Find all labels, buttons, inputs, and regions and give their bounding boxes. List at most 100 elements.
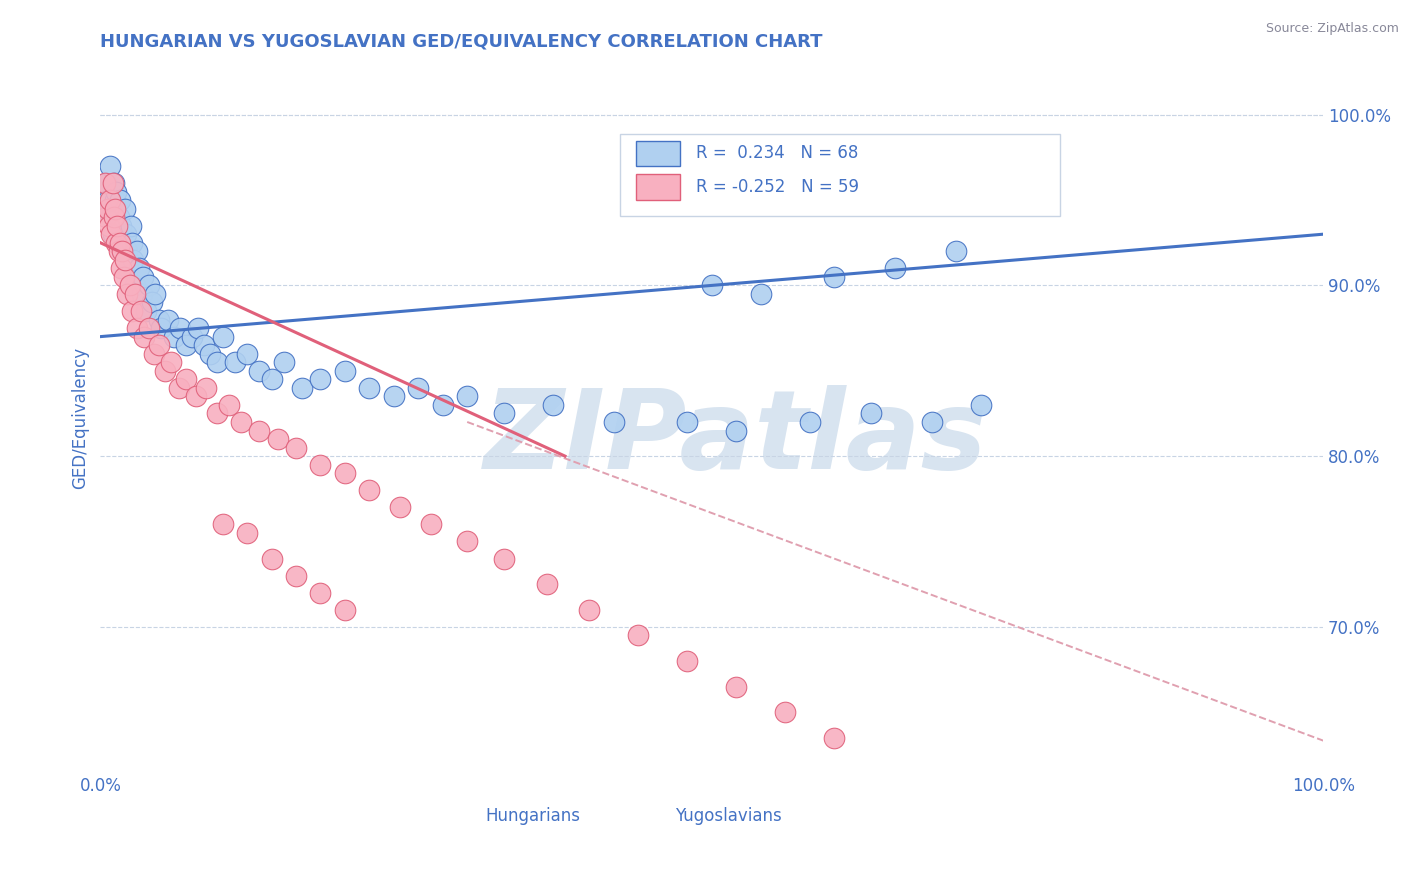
Point	[135, 304, 157, 318]
Point	[115, 227, 138, 242]
Point	[700, 278, 723, 293]
Point	[247, 424, 270, 438]
Point	[105, 185, 128, 199]
Text: Source: ZipAtlas.com: Source: ZipAtlas.com	[1265, 22, 1399, 36]
Text: Yugoslavians: Yugoslavians	[675, 807, 782, 825]
Point	[100, 210, 122, 224]
Point	[193, 338, 215, 352]
Point	[333, 364, 356, 378]
Point	[103, 210, 125, 224]
Point	[169, 321, 191, 335]
Point	[138, 278, 160, 293]
Point	[603, 415, 626, 429]
Point	[94, 176, 117, 190]
Point	[117, 261, 139, 276]
Point	[98, 193, 121, 207]
Point	[676, 654, 699, 668]
Point	[627, 628, 650, 642]
Point	[541, 398, 564, 412]
Point	[122, 252, 145, 267]
Point	[260, 372, 283, 386]
FancyBboxPatch shape	[620, 135, 1060, 216]
Y-axis label: GED/Equivalency: GED/Equivalency	[72, 347, 89, 489]
Text: R =  0.234   N = 68: R = 0.234 N = 68	[696, 145, 858, 162]
Point	[117, 287, 139, 301]
Point	[823, 269, 845, 284]
Point	[156, 312, 179, 326]
Point	[97, 193, 120, 207]
Point	[96, 210, 118, 224]
Point	[725, 424, 748, 438]
FancyBboxPatch shape	[447, 805, 477, 826]
Point	[205, 355, 228, 369]
Point	[100, 227, 122, 242]
Point	[128, 261, 150, 276]
Point	[148, 312, 170, 326]
Point	[145, 287, 167, 301]
Point	[138, 321, 160, 335]
Point	[291, 381, 314, 395]
Point	[111, 244, 134, 259]
Point	[121, 235, 143, 250]
Point	[107, 219, 129, 233]
Point	[104, 193, 127, 207]
Point	[578, 603, 600, 617]
Point	[536, 577, 558, 591]
Point	[108, 193, 131, 207]
Point	[309, 372, 332, 386]
Point	[799, 415, 821, 429]
FancyBboxPatch shape	[636, 174, 681, 200]
Point	[676, 415, 699, 429]
Point	[884, 261, 907, 276]
Point	[141, 295, 163, 310]
Point	[174, 338, 197, 352]
Point	[143, 347, 166, 361]
Point	[456, 534, 478, 549]
Point	[184, 389, 207, 403]
Point	[131, 287, 153, 301]
Text: ZIPatlas: ZIPatlas	[484, 385, 988, 492]
Point	[118, 278, 141, 293]
Point	[211, 329, 233, 343]
Point	[97, 202, 120, 216]
Point	[456, 389, 478, 403]
Point	[823, 731, 845, 745]
Point	[211, 517, 233, 532]
Point	[260, 551, 283, 566]
Point	[110, 219, 132, 233]
Point	[134, 329, 156, 343]
Point	[309, 585, 332, 599]
Point	[132, 269, 155, 284]
Point	[492, 406, 515, 420]
Point	[333, 466, 356, 480]
Point	[333, 603, 356, 617]
Point	[492, 551, 515, 566]
Point	[120, 219, 142, 233]
Point	[773, 705, 796, 719]
Point	[236, 347, 259, 361]
Point	[97, 202, 120, 216]
Point	[725, 680, 748, 694]
Point	[121, 304, 143, 318]
Point	[124, 278, 146, 293]
Point	[945, 244, 967, 259]
Point	[247, 364, 270, 378]
Point	[382, 389, 405, 403]
Text: HUNGARIAN VS YUGOSLAVIAN GED/EQUIVALENCY CORRELATION CHART: HUNGARIAN VS YUGOSLAVIAN GED/EQUIVALENCY…	[100, 33, 823, 51]
Point	[266, 432, 288, 446]
Point	[114, 202, 136, 216]
Point	[129, 304, 152, 318]
Point	[187, 321, 209, 335]
Point	[229, 415, 252, 429]
Text: R = -0.252   N = 59: R = -0.252 N = 59	[696, 178, 859, 195]
Point	[150, 321, 173, 335]
Point	[148, 338, 170, 352]
Point	[107, 210, 129, 224]
Point	[181, 329, 204, 343]
Point	[160, 355, 183, 369]
Point	[359, 381, 381, 395]
FancyBboxPatch shape	[637, 805, 666, 826]
Point	[309, 458, 332, 472]
Point	[163, 329, 186, 343]
Point	[101, 227, 124, 242]
